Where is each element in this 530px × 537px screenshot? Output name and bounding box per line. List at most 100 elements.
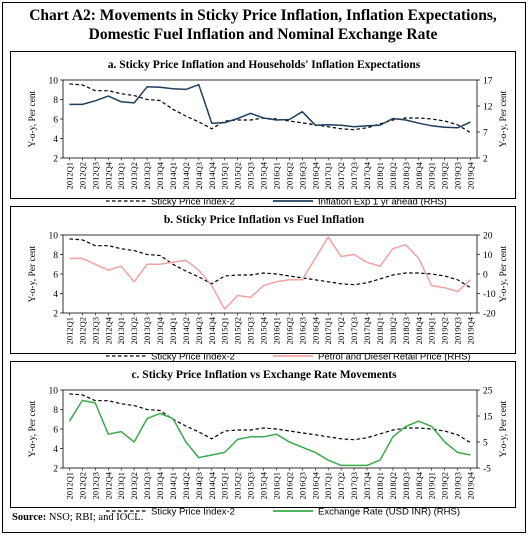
y-tick-label: 8 [53,96,58,106]
main-title: Chart A2: Movements in Sticky Price Infl… [0,6,526,44]
series-line-rhs [68,399,471,467]
x-tick-label: 2016Q2 [284,317,294,344]
panel-title: a. Sticky Price Inflation and Households… [108,59,421,71]
x-tick-label: 2019Q3 [453,472,463,499]
y-tick-label: 2 [53,464,58,474]
x-tick-label: 2016Q1 [271,472,281,499]
x-tick-label: 2013Q4 [155,471,165,499]
x-tick-label: 2013Q2 [129,472,139,499]
x-tick-label: 2018Q2 [388,472,398,499]
series-line-rhs [69,83,471,129]
x-tick-label: 2015Q3 [246,472,256,499]
x-tick-label: 2017Q3 [349,317,359,344]
x-tick-label: 2018Q1 [375,162,385,189]
panel-b-chart: b. Sticky Price Inflation vs Fuel Inflat… [28,214,509,362]
x-tick-label: 2013Q3 [142,162,152,189]
y-tick-label: 4 [53,445,58,455]
y-axis-label: Y-o-y, Per cent [28,245,38,302]
x-tick-label: 2014Q2 [181,472,191,499]
y-tick-label: 4 [53,290,58,300]
legend-label: Sticky Price Index-2 [151,196,235,207]
x-tick-label: 2016Q2 [284,472,294,499]
x-tick-label: 2016Q1 [271,317,281,344]
y2-tick-label: 17 [483,76,493,86]
panel-a-chart: a. Sticky Price Inflation and Households… [28,59,509,207]
x-tick-label: 2017Q2 [336,317,346,344]
x-tick-label: 2017Q1 [323,472,333,499]
x-tick-label: 2017Q4 [362,316,372,344]
y2-tick-label: 15 [483,412,493,422]
x-tick-label: 2016Q3 [297,162,307,189]
x-tick-label: 2014Q2 [181,162,191,189]
legend-label: Sticky Price Index-2 [151,506,235,517]
y2-axis-label: Y-o-y, Per cent [499,245,509,302]
x-tick-label: 2012Q2 [77,162,87,189]
y-tick-label: 10 [49,231,59,241]
y2-tick-label: -10 [483,290,496,300]
x-tick-label: 2012Q3 [90,472,100,499]
x-tick-label: 2018Q3 [401,472,411,499]
x-tick-label: 2012Q1 [64,317,74,344]
y-tick-label: 10 [49,76,59,86]
x-tick-label: 2012Q4 [103,316,113,344]
y2-tick-label: 10 [483,251,493,261]
x-tick-label: 2015Q1 [220,162,230,189]
x-tick-label: 2017Q1 [323,162,333,189]
y-tick-label: 6 [53,270,58,280]
x-tick-label: 2016Q4 [310,161,320,189]
legend-label: Sticky Price Index-2 [151,351,235,362]
x-tick-label: 2015Q4 [259,316,269,344]
x-tick-label: 2014Q1 [168,317,178,344]
y2-tick-label: 2 [483,154,488,164]
x-tick-label: 2016Q1 [271,162,281,189]
y2-tick-label: -5 [483,464,491,474]
y-tick-label: 8 [53,251,58,261]
x-tick-label: 2017Q4 [362,161,372,189]
x-tick-label: 2018Q4 [414,471,424,499]
y-tick-label: 6 [53,115,58,125]
legend-label: Exchange Rate (USD INR) (RHS) [318,506,460,517]
x-tick-label: 2017Q3 [349,472,359,499]
x-tick-label: 2019Q2 [440,317,450,344]
x-tick-label: 2015Q3 [246,317,256,344]
x-tick-label: 2016Q3 [297,317,307,344]
x-tick-label: 2017Q3 [349,162,359,189]
y-tick-label: 10 [49,386,59,396]
x-tick-label: 2018Q2 [388,317,398,344]
source-note: Source: NSO; RBI; and IOCL. [12,512,143,523]
main-title-line-1: Chart A2: Movements in Sticky Price Infl… [29,7,497,24]
x-tick-label: 2014Q4 [207,161,217,189]
x-tick-label: 2018Q2 [388,162,398,189]
x-tick-label: 2019Q2 [440,472,450,499]
x-tick-label: 2015Q2 [233,317,243,344]
x-tick-label: 2012Q2 [77,317,87,344]
x-tick-label: 2013Q3 [142,472,152,499]
x-tick-label: 2013Q4 [155,316,165,344]
x-tick-label: 2018Q3 [401,317,411,344]
x-tick-label: 2015Q2 [233,162,243,189]
y-tick-label: 4 [53,135,58,145]
x-tick-label: 2013Q2 [129,317,139,344]
x-tick-label: 2013Q1 [116,317,126,344]
x-tick-label: 2013Q4 [155,161,165,189]
x-tick-label: 2019Q1 [427,472,437,499]
x-tick-label: 2012Q4 [103,471,113,499]
chart-frame [2,2,526,533]
x-tick-label: 2018Q1 [375,472,385,499]
y-tick-label: 2 [53,154,58,164]
x-tick-label: 2014Q4 [207,471,217,499]
x-tick-label: 2018Q3 [401,162,411,189]
x-tick-label: 2014Q2 [181,317,191,344]
x-tick-label: 2019Q4 [466,161,476,189]
x-tick-label: 2018Q4 [414,316,424,344]
x-tick-label: 2019Q3 [453,317,463,344]
x-tick-label: 2013Q1 [116,472,126,499]
y2-tick-label: 5 [483,438,488,448]
x-tick-label: 2014Q3 [194,317,204,344]
x-tick-label: 2012Q1 [64,162,74,189]
x-tick-label: 2012Q1 [64,472,74,499]
x-tick-label: 2016Q2 [284,162,294,189]
x-tick-label: 2012Q3 [90,317,100,344]
y-axis-label: Y-o-y, Per cent [28,400,38,457]
y2-tick-label: -20 [483,309,496,319]
